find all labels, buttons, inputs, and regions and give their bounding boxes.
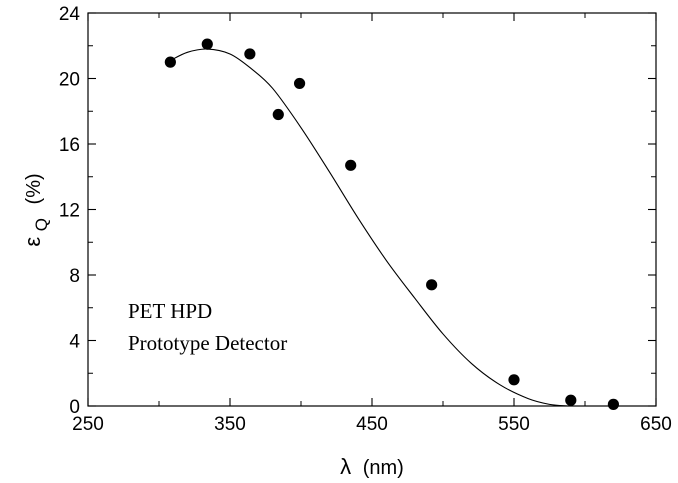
x-tick-label: 550 — [498, 414, 530, 435]
x-axis-label: λ (nm) — [340, 454, 404, 479]
data-point — [201, 38, 213, 50]
data-points — [164, 38, 620, 410]
x-tick-label: 450 — [356, 414, 388, 435]
y-tick-label: 8 — [69, 266, 80, 287]
x-tick-label: 250 — [72, 414, 104, 435]
data-point — [565, 394, 577, 406]
data-point — [426, 279, 438, 291]
y-axis-subscript: Q — [32, 218, 51, 231]
fit-curve — [170, 48, 569, 407]
y-axis-label: ε Q (%) — [20, 173, 52, 246]
annotation-line-1: PET HPD — [128, 299, 212, 323]
ticks — [87, 12, 657, 407]
y-tick-label: 20 — [59, 70, 80, 91]
tick-labels: 250 350 450 550 650 0 4 8 12 16 20 24 — [59, 4, 672, 435]
annotation-line-2: Prototype Detector — [128, 331, 287, 355]
x-tick-label: 350 — [214, 414, 246, 435]
y-axis-symbol: ε — [20, 237, 45, 247]
data-point — [164, 56, 176, 68]
y-tick-label: 24 — [59, 4, 81, 25]
data-point — [293, 77, 306, 90]
y-tick-label: 12 — [59, 201, 80, 222]
data-point — [345, 159, 357, 171]
y-tick-label: 4 — [69, 332, 80, 353]
data-point — [244, 48, 256, 60]
x-axis-unit: (nm) — [363, 457, 404, 479]
data-point — [607, 398, 620, 410]
y-tick-label: 0 — [69, 397, 80, 418]
x-axis-symbol: λ — [340, 454, 351, 479]
data-point — [272, 108, 284, 121]
data-point — [508, 374, 520, 386]
y-tick-label: 16 — [59, 135, 80, 156]
y-axis-unit: (%) — [23, 173, 45, 204]
x-tick-label: 650 — [640, 414, 672, 435]
